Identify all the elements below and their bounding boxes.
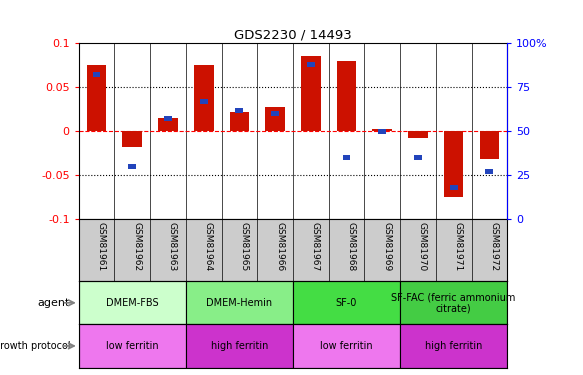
Bar [307, 62, 315, 67]
Text: GSM81966: GSM81966 [275, 222, 284, 272]
Text: GSM81971: GSM81971 [454, 222, 463, 272]
Bar [186, 324, 293, 368]
Bar [79, 324, 186, 368]
Bar [301, 56, 321, 131]
Text: GSM81967: GSM81967 [311, 222, 320, 272]
Text: GSM81969: GSM81969 [382, 222, 391, 272]
Text: low ferritin: low ferritin [320, 341, 373, 351]
Text: SF-FAC (ferric ammonium
citrate): SF-FAC (ferric ammonium citrate) [391, 292, 516, 314]
Bar [122, 131, 142, 147]
Text: GSM81968: GSM81968 [346, 222, 356, 272]
Bar [400, 281, 507, 324]
Bar [293, 281, 400, 324]
Title: GDS2230 / 14493: GDS2230 / 14493 [234, 29, 352, 42]
Bar [230, 112, 249, 131]
Text: DMEM-Hemin: DMEM-Hemin [206, 298, 272, 308]
Bar [444, 131, 463, 197]
Bar [186, 281, 293, 324]
Bar [337, 61, 356, 131]
Bar [236, 108, 243, 112]
Bar [414, 155, 422, 160]
Bar [408, 131, 428, 138]
Text: GSM81962: GSM81962 [132, 222, 141, 272]
Bar [158, 118, 178, 131]
Text: high ferritin: high ferritin [425, 341, 482, 351]
Text: GSM81972: GSM81972 [489, 222, 498, 272]
Bar [373, 129, 392, 131]
Bar [486, 170, 493, 174]
Text: GSM81963: GSM81963 [168, 222, 177, 272]
Bar [200, 99, 208, 104]
Bar [79, 281, 186, 324]
Bar [343, 155, 350, 160]
Bar [271, 111, 279, 116]
Bar [293, 324, 400, 368]
Text: GSM81961: GSM81961 [97, 222, 106, 272]
Text: GSM81964: GSM81964 [203, 222, 213, 272]
Text: low ferritin: low ferritin [106, 341, 159, 351]
Bar [128, 164, 136, 169]
Text: GSM81970: GSM81970 [418, 222, 427, 272]
Bar [265, 106, 285, 131]
Bar [449, 185, 458, 190]
Text: GSM81965: GSM81965 [240, 222, 248, 272]
Bar [378, 129, 386, 134]
Bar [164, 117, 172, 122]
Bar [400, 324, 507, 368]
Text: agent: agent [38, 298, 70, 308]
Bar [87, 65, 106, 131]
Text: high ferritin: high ferritin [210, 341, 268, 351]
Bar [93, 72, 100, 77]
Text: DMEM-FBS: DMEM-FBS [106, 298, 159, 308]
Text: growth protocol: growth protocol [0, 341, 70, 351]
Bar [194, 65, 213, 131]
Text: SF-0: SF-0 [336, 298, 357, 308]
Bar [480, 131, 499, 159]
